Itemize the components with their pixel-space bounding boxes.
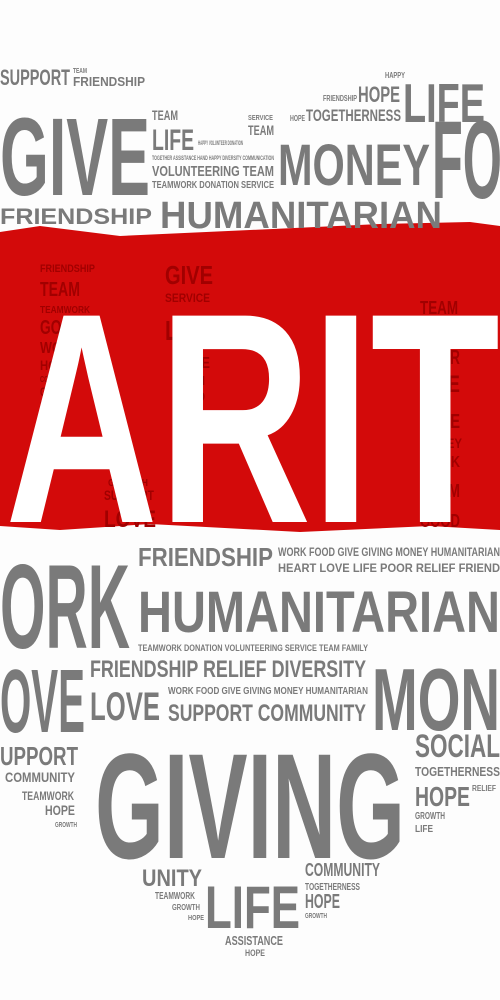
word: LOVE [40, 399, 65, 413]
word: WORK [420, 454, 460, 471]
word: GOOD [420, 320, 462, 342]
word: HUMANITARIAN [160, 195, 442, 237]
word: HOPE [40, 357, 72, 373]
word: TOGETHERNESS [306, 106, 401, 125]
word: ORK [0, 540, 130, 674]
word: TOGETHERNESS [305, 882, 360, 893]
word: TEAMWORK [40, 305, 91, 316]
word: HAPPY VOLUNTEER DONATION [198, 141, 243, 147]
word: SOCIAL [415, 728, 500, 764]
word: ARIT [5, 250, 500, 586]
word: FRIENDSHIP [73, 74, 145, 89]
word: HAPPY [385, 71, 405, 80]
word: WORK FOOD GIVE GIVING MONEY HUMANITARIAN [168, 686, 368, 697]
word: SERVICE [248, 115, 273, 122]
word: LIFE [403, 72, 485, 134]
word: TEAM [175, 373, 205, 388]
word: SUPPORT [0, 65, 70, 90]
word: SUPPORT COMMUNITY [168, 700, 366, 727]
word: COMMUNITY [40, 375, 75, 384]
word: HOPE [188, 915, 204, 922]
word: OVE [0, 652, 85, 752]
word: HOPE [358, 82, 400, 107]
word: GIVING [95, 722, 405, 890]
word: FO [432, 99, 500, 222]
word: WORK [40, 340, 80, 357]
word: HOPE [290, 114, 305, 123]
word: TEAMWORK [155, 891, 196, 902]
word: VOLUNTEERING TEAM [152, 163, 274, 180]
word: TEAMWORK DONATION VOLUNTEERING SERVICE T… [138, 643, 368, 653]
word: TOGETHER ASSISTANCE HAND HAPPY DIVERSITY… [152, 156, 274, 162]
word: LOVE [420, 411, 460, 433]
word: TEAM [40, 279, 80, 301]
red-banner [0, 222, 500, 532]
word: RELIEF [472, 784, 496, 793]
word: HOPE [245, 948, 265, 958]
word: MONEY [278, 133, 430, 198]
word: GOOD [175, 389, 205, 404]
word: POOR [420, 347, 460, 369]
word: GIVE [40, 415, 60, 426]
word: TEAM [420, 298, 458, 318]
word: COMMUNITY [305, 860, 380, 880]
word: LIFE [152, 124, 194, 157]
word: MON [372, 650, 500, 749]
word: GOOD [420, 511, 460, 531]
word: FRIENDSHIP [138, 542, 273, 572]
word: LIFE [205, 874, 300, 941]
word: TEAM [248, 122, 274, 138]
word: GOOD [40, 317, 82, 339]
word: HEART LOVE LIFE POOR RELIEF FRIEND [278, 561, 500, 575]
word: SUPPORT [104, 487, 154, 503]
word: ASSISTANCE [225, 933, 283, 948]
word: LIFE [165, 315, 210, 346]
word: UPPORT [0, 741, 78, 771]
word: TEAM [420, 481, 460, 501]
word: GIVE [165, 260, 213, 290]
word: SERVICE [165, 291, 210, 305]
word: GROWTH [108, 478, 148, 489]
word: HUMANITARIAN [138, 580, 500, 645]
word: GROWTH [305, 913, 327, 920]
word: TOGETHERNESS [415, 764, 500, 779]
word: LIFE [420, 371, 460, 398]
word: FRIENDSHIP [0, 204, 152, 229]
word: TEAMWORK [22, 789, 74, 803]
word: HOPE [45, 802, 75, 818]
word: FRIENDSHIP [40, 263, 95, 275]
word: LOVE [104, 506, 156, 533]
word: TEAM [73, 68, 87, 75]
word: FRIENDSHIP RELIEF DIVERSITY [90, 656, 366, 683]
word: HOPE [415, 781, 470, 812]
word: MONEY [420, 435, 463, 451]
word: HOPE [305, 891, 340, 913]
word: GIVE [0, 96, 150, 219]
word: TEAM [152, 107, 178, 123]
word: LIFE [415, 824, 433, 835]
word: LOVE [175, 355, 210, 372]
word: COMMUNITY [5, 769, 76, 785]
word: GOOD [40, 385, 66, 399]
word: GROWTH [172, 903, 200, 912]
word: WORK FOOD GIVE GIVING MONEY HUMANITARIAN [278, 545, 500, 559]
word: GROWTH [55, 822, 77, 829]
word: FRIENDSHIP [323, 94, 357, 103]
word: TEAMWORK DONATION SERVICE [152, 180, 274, 191]
word: GROWTH [415, 811, 445, 822]
word: UNITY [142, 865, 202, 892]
word: LOVE [90, 685, 160, 729]
